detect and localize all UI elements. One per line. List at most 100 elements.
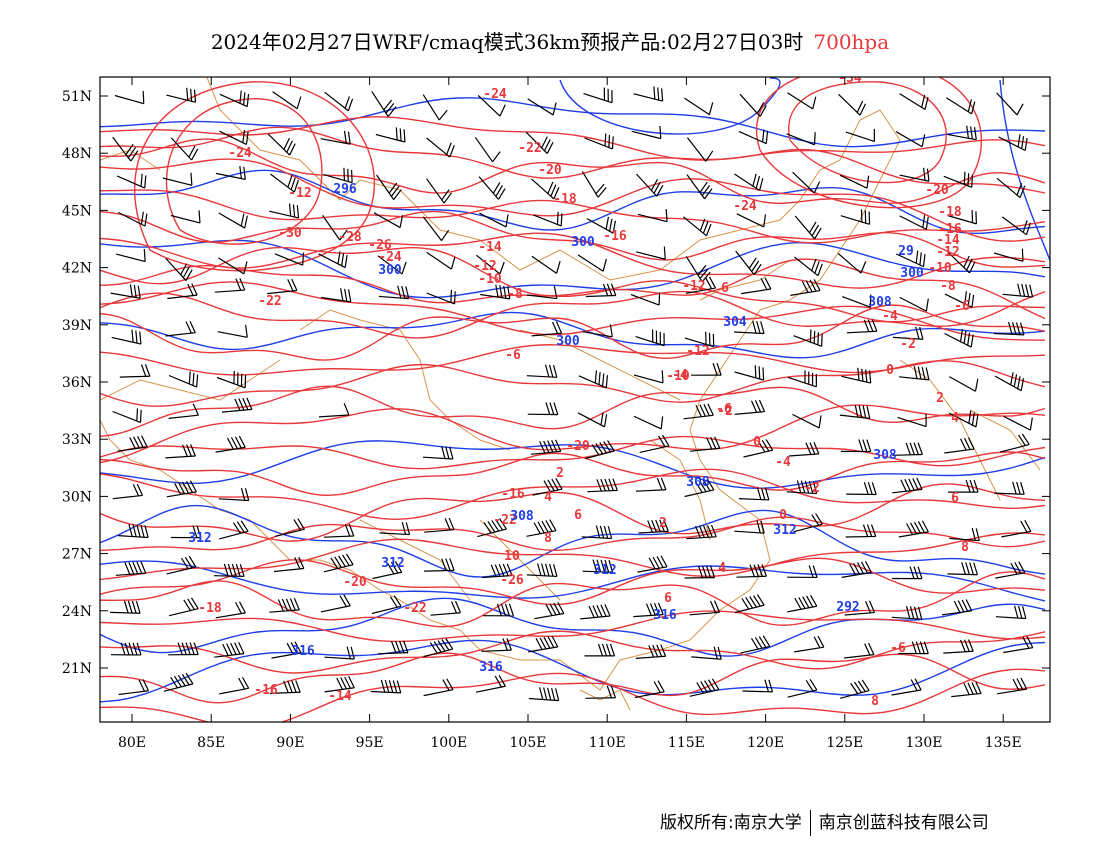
wind-barb bbox=[581, 525, 613, 540]
wind-barb bbox=[788, 441, 820, 457]
wind-barb bbox=[578, 370, 609, 389]
wind-barb bbox=[636, 246, 666, 260]
height-label: 300 bbox=[900, 266, 924, 281]
temperature-label: 4 bbox=[718, 561, 726, 576]
wind-barb bbox=[892, 442, 923, 456]
temperature-label: -12 bbox=[686, 344, 709, 359]
wind-barb bbox=[527, 98, 557, 116]
wind-barb bbox=[951, 681, 982, 698]
wind-barb bbox=[947, 251, 976, 274]
lon-label: 120E bbox=[747, 735, 784, 751]
temperature-isoline bbox=[100, 668, 1046, 722]
wind-barb bbox=[845, 524, 877, 538]
wind-barb bbox=[786, 132, 816, 146]
wind-barb bbox=[112, 136, 139, 162]
temperature-label: -22 bbox=[518, 141, 541, 156]
height-label: 316 bbox=[479, 660, 503, 675]
wind-barb bbox=[168, 371, 199, 388]
wind-barb bbox=[734, 320, 765, 335]
height-label: 300 bbox=[571, 235, 595, 250]
wind-barb bbox=[793, 513, 824, 533]
wind-barb bbox=[115, 561, 147, 576]
wind-barb bbox=[166, 555, 197, 575]
height-isoline bbox=[100, 97, 1046, 148]
wind-barb bbox=[735, 250, 762, 276]
wind-barb bbox=[786, 480, 818, 495]
wind-barb bbox=[943, 171, 973, 188]
border-line bbox=[359, 519, 471, 601]
wind-barb bbox=[168, 597, 199, 617]
wind-barb bbox=[846, 482, 877, 496]
temperature-label: -4 bbox=[882, 309, 898, 324]
wind-barb bbox=[112, 483, 144, 500]
temperature-label: -16 bbox=[501, 487, 525, 502]
wind-barb bbox=[378, 285, 410, 300]
temperature-label: -14 bbox=[328, 689, 352, 704]
temperature-label: -4 bbox=[775, 455, 791, 470]
wind-barb bbox=[891, 606, 923, 620]
temperature-isoline bbox=[100, 116, 1046, 161]
wind-barb bbox=[689, 678, 720, 697]
border-line bbox=[299, 309, 511, 451]
wind-barb bbox=[892, 326, 924, 340]
temperature-label: -12 bbox=[288, 186, 311, 201]
wind-barb bbox=[168, 403, 199, 419]
height-label: 316 bbox=[291, 644, 315, 659]
wind-barb bbox=[738, 487, 770, 501]
wind-barb bbox=[633, 602, 664, 618]
wind-barb bbox=[787, 92, 817, 110]
wind-barb bbox=[377, 255, 407, 275]
wind-barb bbox=[165, 257, 193, 281]
wind-barb bbox=[630, 292, 661, 306]
wind-barb bbox=[110, 642, 142, 656]
border-line bbox=[969, 409, 1041, 471]
lon-label: 115E bbox=[668, 735, 705, 751]
wind-barb bbox=[846, 319, 878, 334]
wind-barb bbox=[422, 446, 454, 460]
wind-barb bbox=[943, 639, 974, 654]
temperature-label: 0 bbox=[886, 363, 894, 378]
wind-barb bbox=[892, 477, 923, 494]
wind-barb bbox=[841, 560, 872, 578]
wind-barb bbox=[947, 210, 978, 225]
lon-label: 85E bbox=[197, 735, 225, 751]
wind-barbs bbox=[110, 86, 1034, 702]
wind-barb bbox=[270, 173, 299, 193]
wind-barb bbox=[899, 214, 929, 230]
wind-barb bbox=[948, 479, 979, 493]
wind-barb bbox=[734, 399, 766, 415]
temperature-isoline bbox=[100, 126, 1046, 194]
wind-barb bbox=[320, 130, 351, 145]
height-label: 312 bbox=[773, 523, 796, 538]
temperature-isoline bbox=[100, 290, 1046, 339]
wind-barb bbox=[426, 178, 453, 204]
wind-barb bbox=[475, 674, 506, 693]
wind-barb bbox=[373, 212, 404, 229]
wind-barb bbox=[634, 680, 665, 699]
wind-barb bbox=[899, 167, 930, 182]
wind-barb bbox=[631, 125, 662, 140]
wind-barb bbox=[636, 173, 664, 197]
wind-barb bbox=[531, 255, 561, 274]
wind-barb bbox=[166, 480, 197, 498]
wind-barb bbox=[996, 177, 1026, 199]
height-isoline bbox=[100, 639, 1046, 703]
wind-barb bbox=[163, 672, 194, 692]
wind-barb bbox=[526, 563, 558, 578]
temperature-label: -6 bbox=[954, 299, 970, 314]
wind-barb bbox=[580, 604, 611, 620]
wind-barb bbox=[949, 410, 979, 428]
temperature-isoline bbox=[100, 516, 1046, 552]
wind-barb bbox=[527, 402, 559, 416]
wind-barb bbox=[686, 137, 714, 162]
wind-barb bbox=[170, 210, 201, 224]
wind-barb bbox=[794, 635, 825, 653]
border-line bbox=[649, 439, 711, 541]
temperature-label: -34 bbox=[838, 71, 862, 86]
height-label: 316 bbox=[653, 608, 677, 623]
wind-barb bbox=[686, 174, 713, 200]
height-label: 304 bbox=[723, 315, 747, 330]
wind-barb bbox=[423, 638, 454, 658]
wind-barb bbox=[689, 600, 721, 616]
temperature-label: -12 bbox=[936, 245, 959, 260]
